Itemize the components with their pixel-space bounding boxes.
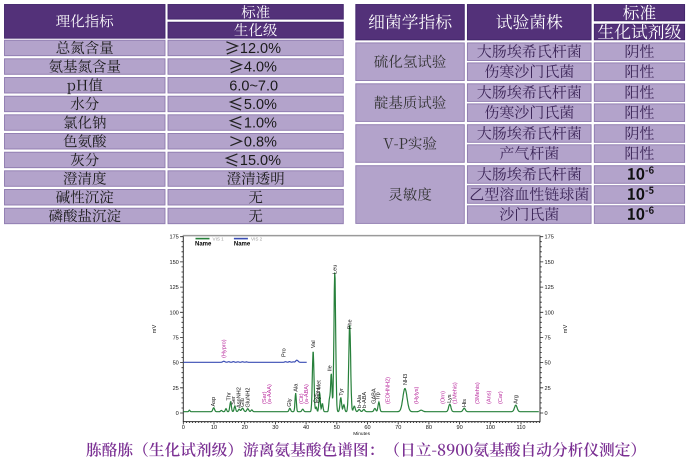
svg-text:Lys: Lys <box>447 394 453 403</box>
svg-text:(3Mehis): (3Mehis) <box>475 382 481 404</box>
svg-text:Asp: Asp <box>211 397 217 407</box>
svg-text:(1Mehis): (1Mehis) <box>452 382 458 404</box>
svg-text:15.0%: 15.0% <box>240 153 281 169</box>
svg-text:0: 0 <box>545 411 548 417</box>
svg-text:125: 125 <box>545 285 554 291</box>
svg-text:70: 70 <box>395 425 401 431</box>
svg-text:100: 100 <box>486 425 495 431</box>
svg-text:150: 150 <box>545 260 554 266</box>
svg-text:Ala: Ala <box>294 383 300 392</box>
svg-text:GABA: GABA <box>371 388 377 404</box>
svg-text:(a-AAA): (a-AAA) <box>267 384 273 404</box>
svg-text:Val: Val <box>311 340 317 348</box>
svg-text:(EOHNH2): (EOHNH2) <box>386 377 392 404</box>
svg-text:(Orn): (Orn) <box>440 391 446 404</box>
svg-text:125: 125 <box>169 285 178 291</box>
svg-text:0: 0 <box>176 411 179 417</box>
svg-text:Leu: Leu <box>333 265 339 274</box>
svg-text:50: 50 <box>545 361 551 367</box>
svg-text:100: 100 <box>545 310 554 316</box>
svg-text:Arg: Arg <box>514 395 520 404</box>
svg-text:GluNH2: GluNH2 <box>246 388 252 408</box>
svg-text:Phe: Phe <box>348 319 354 329</box>
svg-text:80: 80 <box>426 425 432 431</box>
svg-text:Name: Name <box>234 242 251 248</box>
svg-text:1.0%: 1.0% <box>244 116 277 132</box>
svg-text:mV: mV <box>563 325 569 334</box>
svg-text:Gly: Gly <box>287 398 293 407</box>
svg-text:110: 110 <box>517 425 526 431</box>
svg-text:b-ABA: b-ABA <box>362 392 368 408</box>
svg-text:6.0~7.0: 6.0~7.0 <box>229 78 278 94</box>
svg-text:Minutes: Minutes <box>353 431 370 437</box>
svg-text:90: 90 <box>456 425 462 431</box>
svg-text:175: 175 <box>545 235 554 241</box>
svg-text:Trp: Trp <box>376 392 382 400</box>
svg-text:10: 10 <box>211 425 217 431</box>
svg-text:25: 25 <box>545 386 551 392</box>
svg-text:0.8%: 0.8% <box>244 134 277 150</box>
svg-text:50: 50 <box>173 361 179 367</box>
svg-text:Tyr: Tyr <box>339 388 345 396</box>
svg-text:Pro: Pro <box>282 348 288 357</box>
svg-text:Met: Met <box>316 380 322 390</box>
svg-text:AspNH2: AspNH2 <box>237 387 243 408</box>
svg-text:175: 175 <box>169 235 178 241</box>
svg-text:(Hylys): (Hylys) <box>414 386 420 404</box>
svg-text:Glu: Glu <box>240 398 246 407</box>
svg-text:75: 75 <box>545 335 551 341</box>
svg-text:(Car): (Car) <box>498 391 504 404</box>
svg-text:VIS 2: VIS 2 <box>251 237 263 242</box>
svg-text:Ile: Ile <box>328 365 334 371</box>
svg-text:60: 60 <box>364 425 370 431</box>
svg-text:Cysthi: Cysthi <box>316 387 322 403</box>
svg-text:100: 100 <box>169 310 178 316</box>
svg-text:mV: mV <box>152 325 158 334</box>
svg-text:NH3: NH3 <box>403 374 409 385</box>
svg-text:0: 0 <box>182 425 185 431</box>
svg-text:5.0%: 5.0% <box>244 97 277 113</box>
svg-text:(Sar): (Sar) <box>262 391 268 404</box>
svg-text:b-Ala: b-Ala <box>357 394 363 408</box>
svg-text:20: 20 <box>242 425 248 431</box>
svg-text:25: 25 <box>173 386 179 392</box>
svg-text:30: 30 <box>272 425 278 431</box>
svg-text:(a-ABA): (a-ABA) <box>304 384 310 404</box>
svg-text:Thr: Thr <box>226 392 232 401</box>
svg-text:(Hypro): (Hypro) <box>222 339 228 358</box>
svg-text:VIS 1: VIS 1 <box>213 237 225 242</box>
svg-text:Ser: Ser <box>231 396 237 405</box>
svg-text:4.0%: 4.0% <box>244 60 277 76</box>
svg-text:40: 40 <box>303 425 309 431</box>
svg-text:(Cit): (Cit) <box>299 393 305 404</box>
svg-text:Name: Name <box>195 242 212 248</box>
svg-text:Cys: Cys <box>313 393 319 403</box>
svg-text:150: 150 <box>169 260 178 266</box>
svg-text:75: 75 <box>173 335 179 341</box>
svg-text:(Ans): (Ans) <box>487 390 493 404</box>
svg-text:12.0%: 12.0% <box>240 41 281 57</box>
svg-text:50: 50 <box>334 425 340 431</box>
svg-text:His: His <box>462 399 468 407</box>
